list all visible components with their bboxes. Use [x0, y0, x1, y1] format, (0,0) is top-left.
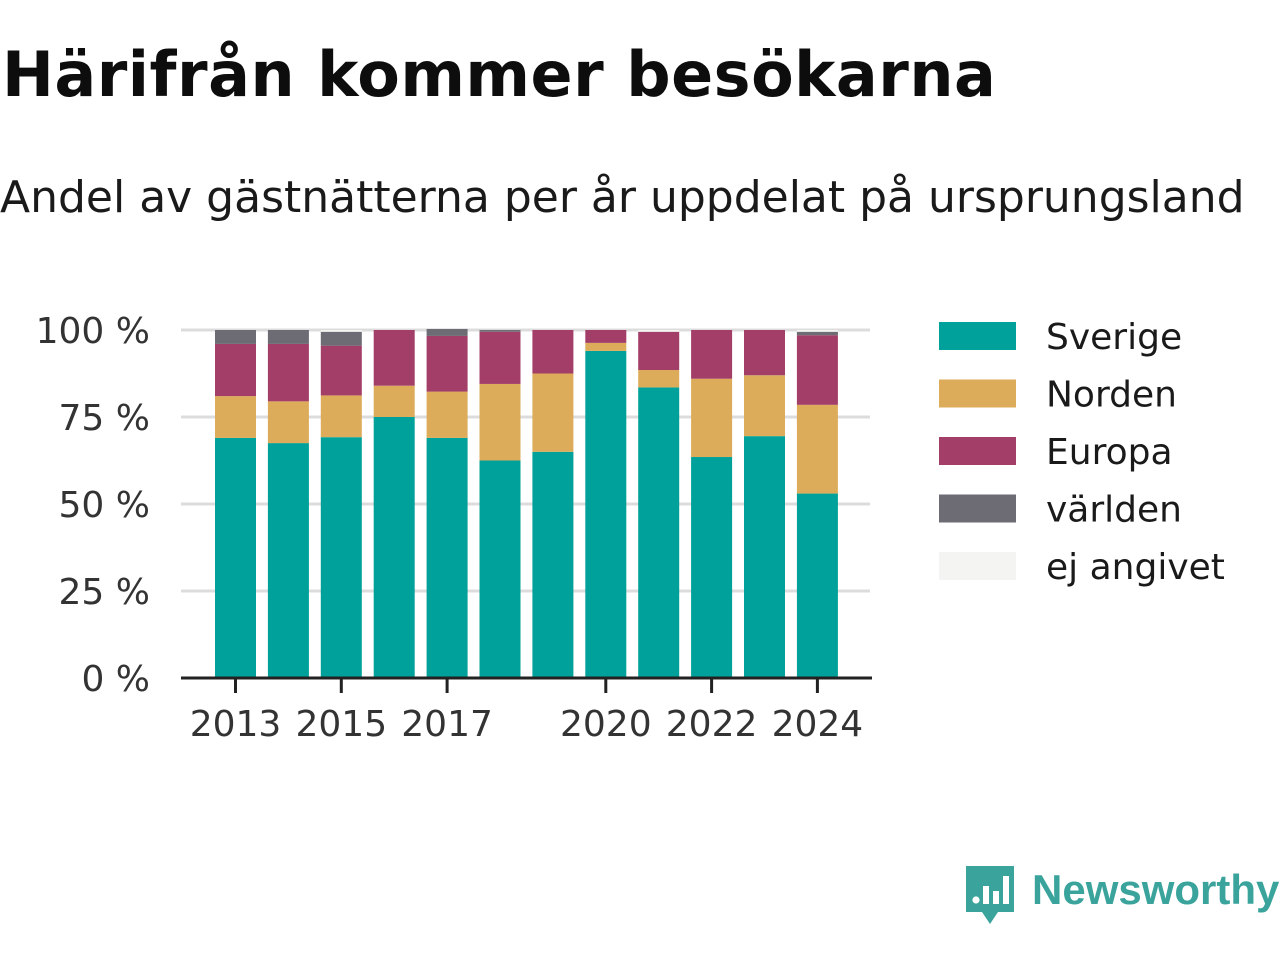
bar-segment-sverige [426, 437, 468, 678]
y-tick-label: 100 % [36, 311, 150, 352]
bar-segment-varlden [426, 328, 468, 336]
bar-segment-norden [215, 396, 256, 438]
y-tick-label: 50 % [59, 485, 150, 526]
chart-title: Härifrån kommer besökarna [2, 38, 997, 111]
newsworthy-logo: Newsworthy [962, 862, 1280, 932]
legend-label: ej angivet [1046, 547, 1225, 588]
x-tick-label: 2017 [401, 704, 493, 745]
legend-label: Sverige [1046, 317, 1182, 358]
bar-segment-europa [320, 345, 362, 396]
x-tick-label: 2013 [190, 704, 282, 745]
bar-segment-norden [479, 383, 521, 461]
bar-segment-sverige [691, 457, 733, 678]
bar-segment-europa [585, 330, 627, 343]
bar-segment-norden [532, 373, 574, 452]
x-tick-label: 2022 [666, 704, 758, 745]
x-tick-label: 2024 [772, 704, 864, 745]
logo-bar-1 [983, 886, 989, 904]
bar-segment-europa [532, 330, 574, 374]
bar-segment-europa [215, 343, 256, 397]
logo-wordmark: Newsworthy [1032, 866, 1280, 913]
bar-segment-europa [267, 343, 309, 402]
bar-segment-europa [479, 331, 521, 384]
bar-segment-sverige [215, 437, 256, 678]
bar-segment-sverige [585, 350, 627, 678]
legend: Sverige Norden Europa världen ej angivet [939, 317, 1225, 588]
bar-segment-norden [691, 378, 733, 458]
bar-segment-norden [796, 404, 838, 494]
bar-segment-europa [691, 330, 733, 379]
legend-label: Europa [1046, 432, 1173, 473]
bar-segment-europa [426, 335, 468, 392]
bar-segment-norden [267, 401, 309, 444]
bar-segment-varlden [215, 330, 256, 344]
bar-segment-varlden [267, 330, 309, 344]
bar-segment-norden [744, 375, 785, 437]
bar-segment-varlden [479, 330, 521, 332]
bar-segment-sverige [373, 417, 415, 678]
y-tick-label: 25 % [59, 572, 150, 613]
logo-bar-2 [993, 891, 999, 904]
bar-segment-sverige [267, 443, 309, 678]
bar-segment-ej-angivet [638, 330, 680, 332]
bar-segment-norden [585, 342, 627, 351]
bar-segment-norden [373, 385, 415, 417]
bar-segment-europa [744, 330, 785, 376]
x-tick-label: 2020 [560, 704, 652, 745]
bar-segment-norden [320, 395, 362, 438]
bar-segment-norden [638, 370, 680, 388]
bars [215, 328, 838, 678]
legend-swatch-varlden [939, 494, 1016, 523]
legend-label: Norden [1046, 375, 1177, 416]
bar-segment-sverige [320, 437, 362, 678]
bar-segment-ej-angivet [796, 330, 838, 332]
y-tick-label: 75 % [59, 398, 150, 439]
legend-swatch-sverige [939, 322, 1016, 350]
logo-bar-3 [1003, 876, 1009, 904]
bar-segment-sverige [638, 387, 680, 678]
bar-segment-europa [638, 331, 680, 371]
bar-segment-sverige [532, 451, 574, 678]
bar-segment-sverige [479, 460, 521, 678]
bar-segment-sverige [744, 436, 785, 678]
axes: 0 % 25 % 50 % 75 % 100 % 2013 2015 2017 2020 2022… [36, 311, 872, 745]
bar-segment-varlden [796, 331, 838, 336]
bar-segment-ej-angivet [320, 330, 362, 332]
bar-segment-sverige [796, 493, 838, 678]
logo-bubble-shape [966, 866, 1014, 924]
legend-label: världen [1046, 490, 1182, 531]
legend-swatch-norden [939, 379, 1016, 408]
legend-swatch-europa [939, 437, 1016, 465]
legend-swatch-ej-angivet [939, 552, 1016, 580]
bar-segment-varlden [320, 331, 362, 346]
bar-segment-europa [796, 335, 838, 405]
x-tick-label: 2015 [295, 704, 387, 745]
y-tick-label: 0 % [81, 659, 150, 700]
newsworthy-chart-bubble-icon [966, 866, 1014, 924]
logo-dot [972, 896, 980, 904]
bar-segment-europa [373, 330, 415, 386]
chart-subtitle: Andel av gästnätterna per år uppdelat på… [0, 172, 1245, 223]
bar-segment-norden [426, 391, 468, 438]
